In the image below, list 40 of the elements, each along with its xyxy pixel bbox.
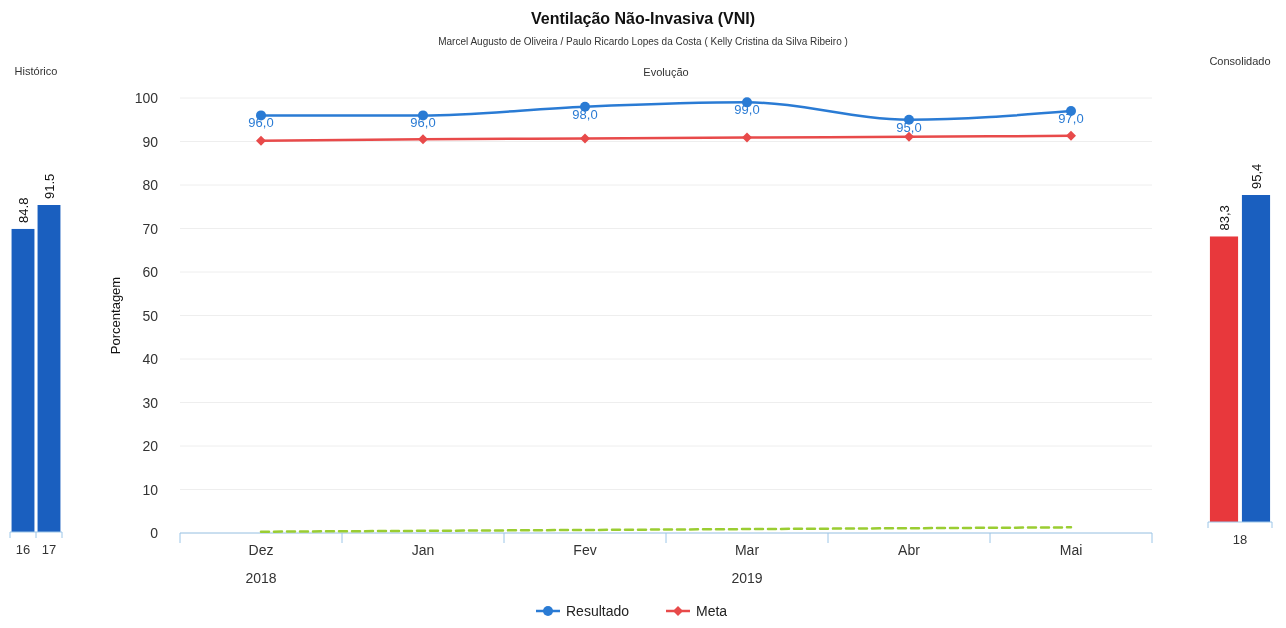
x-tick-label: 16	[15, 542, 31, 557]
data-label: 95,4	[1249, 163, 1264, 189]
x-tick-label: Dez	[248, 542, 274, 558]
y-tick-label: 70	[142, 220, 159, 237]
y-tick-label: 0	[150, 525, 159, 541]
chart-title: Consolidado	[1209, 55, 1271, 67]
x-axis-title: Evolução	[643, 66, 689, 78]
x-tick-label: Fev	[573, 542, 597, 558]
x-tick-label: 18	[1232, 532, 1248, 547]
point	[742, 132, 752, 143]
y-tick-label: 30	[142, 394, 159, 411]
point	[580, 133, 590, 144]
point	[418, 134, 428, 145]
y-tick-label: 20	[142, 438, 159, 454]
legend-label: Meta	[696, 603, 728, 619]
chart-title: Histórico	[14, 65, 58, 77]
point	[256, 135, 266, 146]
y-axis-title: Porcentagem	[108, 276, 123, 355]
data-label: 83,3	[1217, 205, 1232, 231]
chart-title: Ventilação Não-Invasiva (VNI)	[530, 10, 756, 27]
legend-label: Resultado	[566, 603, 630, 619]
x-tick-label: Abr	[898, 542, 921, 558]
text: 2019	[731, 570, 763, 586]
x-tick-label: Jan	[411, 542, 435, 558]
chart-subtitle: Marcel Augusto de Oliveira / Paulo Ricardo Lopes da Costa ( Kelly Cristina da Silva Ribeiro )	[438, 36, 848, 47]
y-tick-label: 50	[142, 307, 159, 324]
x-tick-label: Mar	[734, 542, 760, 558]
y-tick-label: 40	[142, 351, 159, 367]
y-tick-label: 10	[142, 481, 159, 498]
x-tick-label: 17	[41, 542, 57, 557]
data-label: 84.8	[16, 197, 31, 223]
y-tick-label: 80	[142, 177, 159, 193]
y-tick-label: 90	[142, 133, 159, 150]
text: 2018	[245, 570, 277, 586]
point	[1066, 130, 1076, 141]
data-label: 98,0	[572, 106, 598, 122]
x-tick-label: Mai	[1059, 542, 1083, 558]
y-tick-label: 60	[142, 264, 159, 280]
data-label: 91.5	[42, 173, 57, 199]
y-tick-label: 100	[134, 90, 159, 106]
